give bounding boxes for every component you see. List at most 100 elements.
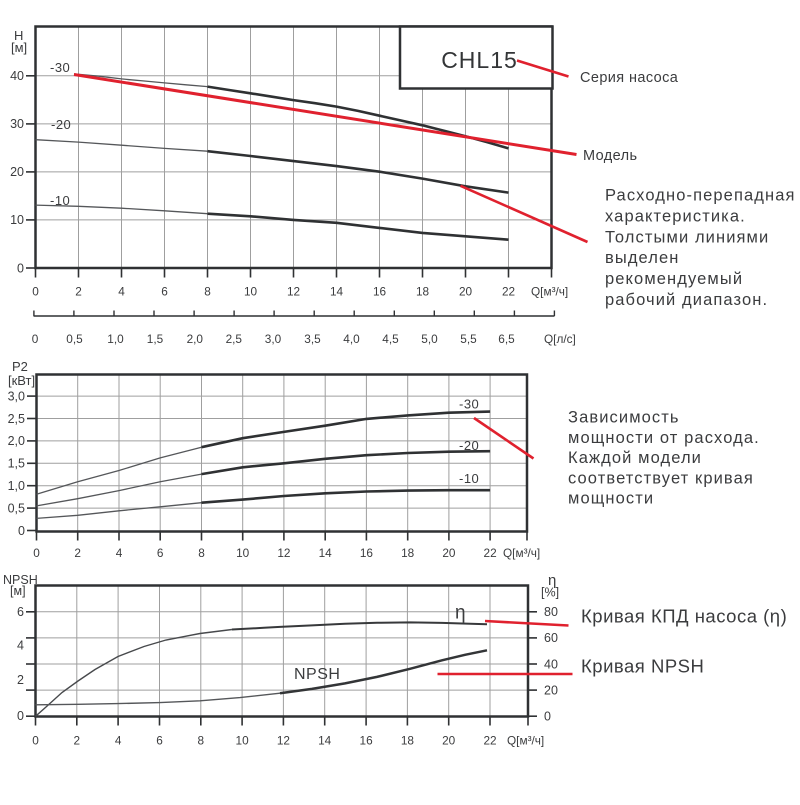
svg-text:2,0: 2,0 xyxy=(8,434,25,448)
svg-text:12: 12 xyxy=(277,733,290,747)
svg-text:мощности от расхода.: мощности от расхода. xyxy=(568,429,760,447)
svg-text:2: 2 xyxy=(75,284,82,298)
svg-text:характеристика.: характеристика. xyxy=(605,207,746,225)
svg-text:18: 18 xyxy=(416,284,430,298)
svg-text:[кВт]: [кВт] xyxy=(8,373,35,388)
svg-text:14: 14 xyxy=(318,733,332,747)
svg-text:мощности: мощности xyxy=(568,490,654,508)
svg-text:6: 6 xyxy=(157,546,164,560)
svg-text:60: 60 xyxy=(544,631,558,645)
svg-text:4,0: 4,0 xyxy=(343,332,360,346)
svg-text:Q[м³/ч]: Q[м³/ч] xyxy=(531,284,568,298)
svg-text:20: 20 xyxy=(459,284,473,298)
svg-text:P2: P2 xyxy=(12,359,28,374)
svg-text:10: 10 xyxy=(10,213,24,227)
svg-text:0: 0 xyxy=(33,546,40,560)
svg-text:4: 4 xyxy=(116,546,123,560)
svg-text:2,5: 2,5 xyxy=(8,412,25,426)
svg-text:0: 0 xyxy=(32,284,39,298)
svg-text:2,0: 2,0 xyxy=(187,332,204,346)
svg-text:16: 16 xyxy=(360,546,374,560)
svg-text:12: 12 xyxy=(277,546,290,560)
svg-text:соответствует кривая: соответствует кривая xyxy=(568,469,754,487)
svg-text:Серия насоса: Серия насоса xyxy=(580,70,679,86)
svg-text:0: 0 xyxy=(18,524,25,538)
svg-text:3,0: 3,0 xyxy=(8,389,25,403)
svg-text:Q[л/с]: Q[л/с] xyxy=(544,332,576,346)
svg-text:-10: -10 xyxy=(459,471,479,486)
svg-text:5,5: 5,5 xyxy=(460,332,477,346)
svg-text:CHL15: CHL15 xyxy=(441,47,518,73)
svg-text:3,0: 3,0 xyxy=(265,332,282,346)
svg-text:2: 2 xyxy=(74,546,81,560)
svg-text:2: 2 xyxy=(74,733,81,747)
svg-text:H: H xyxy=(14,28,23,43)
svg-text:η: η xyxy=(455,603,466,624)
svg-text:8: 8 xyxy=(204,284,211,298)
svg-text:4: 4 xyxy=(17,638,24,652)
svg-text:-20: -20 xyxy=(459,438,479,453)
svg-text:5,0: 5,0 xyxy=(421,332,438,346)
svg-text:1,0: 1,0 xyxy=(8,479,25,493)
svg-text:[м]: [м] xyxy=(11,40,27,55)
svg-text:12: 12 xyxy=(287,284,300,298)
svg-text:Толстыми линиями: Толстыми линиями xyxy=(605,228,769,246)
svg-text:Расходно-перепадная: Расходно-перепадная xyxy=(605,187,796,205)
svg-text:NPSH: NPSH xyxy=(3,573,38,587)
svg-text:1,0: 1,0 xyxy=(107,332,124,346)
svg-text:20: 20 xyxy=(442,546,456,560)
svg-text:NPSH: NPSH xyxy=(294,666,340,683)
svg-text:1,5: 1,5 xyxy=(8,457,25,471)
svg-text:2,5: 2,5 xyxy=(226,332,243,346)
svg-text:8: 8 xyxy=(198,546,205,560)
svg-text:0: 0 xyxy=(17,261,24,275)
svg-text:4: 4 xyxy=(115,733,122,747)
svg-text:0: 0 xyxy=(544,710,551,724)
svg-text:4,5: 4,5 xyxy=(382,332,399,346)
svg-text:0,5: 0,5 xyxy=(8,501,25,515)
svg-text:40: 40 xyxy=(544,657,558,671)
svg-text:0: 0 xyxy=(32,332,39,346)
svg-text:16: 16 xyxy=(373,284,387,298)
svg-text:6: 6 xyxy=(156,733,163,747)
svg-text:рабочий диапазон.: рабочий диапазон. xyxy=(605,291,768,309)
svg-text:8: 8 xyxy=(198,733,205,747)
svg-text:6: 6 xyxy=(17,605,24,619)
svg-text:0,5: 0,5 xyxy=(66,332,83,346)
svg-text:Кривая NPSH: Кривая NPSH xyxy=(581,656,704,677)
svg-text:3,5: 3,5 xyxy=(304,332,321,346)
svg-text:80: 80 xyxy=(544,605,558,619)
svg-text:выделен: выделен xyxy=(605,249,680,267)
svg-text:0: 0 xyxy=(32,733,39,747)
svg-text:рекомендуемый: рекомендуемый xyxy=(605,270,743,288)
svg-text:-30: -30 xyxy=(50,60,70,75)
svg-text:20: 20 xyxy=(10,165,24,179)
svg-text:1,5: 1,5 xyxy=(147,332,164,346)
svg-text:22: 22 xyxy=(484,546,497,560)
svg-text:6,5: 6,5 xyxy=(498,332,515,346)
svg-text:10: 10 xyxy=(236,546,250,560)
svg-text:6: 6 xyxy=(161,284,168,298)
svg-text:14: 14 xyxy=(330,284,344,298)
svg-text:22: 22 xyxy=(483,733,496,747)
svg-text:2: 2 xyxy=(17,673,24,687)
svg-text:20: 20 xyxy=(442,733,456,747)
svg-text:-10: -10 xyxy=(50,193,70,208)
svg-text:Q[м³/ч]: Q[м³/ч] xyxy=(503,546,540,560)
svg-text:Каждой модели: Каждой модели xyxy=(568,449,702,467)
svg-text:Q[м³/ч]: Q[м³/ч] xyxy=(507,733,544,747)
svg-text:Кривая КПД насоса (η): Кривая КПД насоса (η) xyxy=(581,606,787,627)
svg-text:[м]: [м] xyxy=(10,584,26,598)
svg-text:14: 14 xyxy=(319,546,333,560)
svg-text:η: η xyxy=(548,572,556,589)
svg-text:[%]: [%] xyxy=(541,586,559,600)
svg-text:40: 40 xyxy=(10,69,24,83)
svg-text:Модель: Модель xyxy=(583,148,637,164)
svg-text:Зависимость: Зависимость xyxy=(568,409,680,427)
svg-text:18: 18 xyxy=(401,733,415,747)
svg-text:10: 10 xyxy=(244,284,258,298)
svg-text:18: 18 xyxy=(401,546,415,560)
svg-text:4: 4 xyxy=(118,284,125,298)
svg-text:22: 22 xyxy=(502,284,515,298)
svg-text:16: 16 xyxy=(360,733,374,747)
